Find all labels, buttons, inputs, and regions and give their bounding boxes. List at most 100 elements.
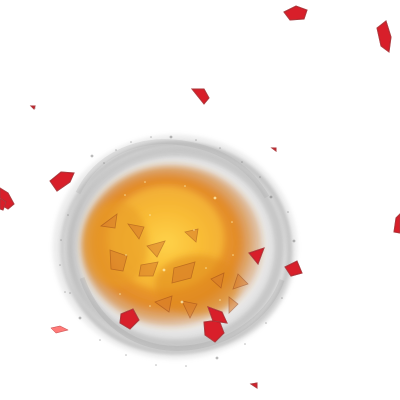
red-shard bbox=[284, 260, 303, 277]
spark-particle bbox=[162, 268, 166, 272]
red-shard-highlight bbox=[283, 5, 308, 21]
spark-particle bbox=[125, 254, 127, 256]
orange-fragment bbox=[99, 213, 118, 229]
red-shard-highlight bbox=[248, 247, 265, 265]
spark-particle bbox=[103, 162, 105, 164]
red-shard-shape bbox=[283, 5, 308, 21]
spark-particle bbox=[184, 185, 186, 187]
spark-particle bbox=[259, 176, 261, 178]
orange-fragment bbox=[138, 261, 159, 277]
spark-particle bbox=[155, 364, 157, 366]
spark-particle bbox=[269, 195, 273, 199]
spark-particle bbox=[180, 300, 184, 304]
orange-fragment bbox=[232, 273, 249, 290]
orange-fragment bbox=[184, 228, 199, 243]
red-shard-shape bbox=[0, 197, 7, 211]
spark-particle bbox=[150, 136, 152, 138]
orange-fragment bbox=[171, 261, 196, 284]
orange-fragments bbox=[99, 213, 249, 319]
spark-particle bbox=[124, 194, 126, 196]
spark-particle bbox=[292, 239, 296, 243]
orange-fragment bbox=[181, 300, 198, 319]
red-shard-shape bbox=[50, 325, 69, 334]
red-shard bbox=[29, 105, 36, 110]
red-shard-highlight bbox=[0, 197, 7, 211]
spark-particle bbox=[193, 229, 195, 231]
red-shard-shape bbox=[207, 306, 228, 324]
red-shard bbox=[283, 5, 308, 21]
spark-particle bbox=[231, 221, 233, 223]
red-shard-highlight bbox=[393, 213, 400, 234]
red-shard bbox=[49, 171, 75, 192]
spark-particle bbox=[67, 214, 69, 216]
red-shard-shape bbox=[376, 20, 392, 53]
red-shard-shape bbox=[249, 382, 258, 389]
red-shard-highlight bbox=[119, 308, 140, 330]
red-shard-highlight bbox=[270, 147, 277, 152]
spark-particle bbox=[69, 292, 71, 294]
orange-fragment bbox=[146, 240, 166, 258]
spark-particle bbox=[265, 322, 267, 324]
red-shard-shape bbox=[49, 171, 75, 192]
spark-particle bbox=[281, 297, 283, 299]
spark-particle bbox=[115, 149, 117, 151]
spark-particle bbox=[244, 343, 246, 345]
spark-particle bbox=[232, 254, 234, 256]
red-shard-highlight bbox=[30, 105, 36, 110]
red-shard-highlight bbox=[0, 187, 15, 210]
red-shard-highlight bbox=[50, 325, 70, 334]
red-shard-shape bbox=[393, 213, 400, 234]
spark-particle bbox=[205, 267, 207, 269]
red-shard-highlight bbox=[284, 260, 303, 277]
orange-fragment bbox=[154, 295, 173, 313]
orange-fragment bbox=[210, 272, 225, 289]
red-shard-shape bbox=[248, 247, 265, 265]
red-shard bbox=[270, 147, 277, 152]
red-shard bbox=[119, 308, 140, 330]
red-shard-highlight bbox=[191, 88, 210, 105]
spark-particle bbox=[213, 196, 217, 200]
spark-particle bbox=[64, 291, 66, 293]
red-shard bbox=[249, 382, 258, 389]
spark-particle bbox=[149, 305, 151, 307]
spark-particle bbox=[219, 147, 221, 149]
red-shard-shape bbox=[270, 147, 277, 152]
spark-particle bbox=[99, 339, 101, 341]
orange-fragment bbox=[109, 249, 128, 272]
spark-particle bbox=[59, 264, 61, 266]
red-shard bbox=[203, 319, 225, 343]
red-shard-highlight bbox=[49, 171, 75, 192]
spark-particle bbox=[119, 293, 121, 295]
red-shard-highlight bbox=[249, 382, 258, 389]
red-shard bbox=[190, 88, 210, 105]
spark-particle bbox=[241, 161, 243, 163]
spark-particle bbox=[60, 239, 62, 241]
red-shard-shape bbox=[119, 308, 140, 330]
red-shard-highlight bbox=[376, 20, 392, 53]
spark-particle bbox=[90, 154, 94, 158]
spark-particle bbox=[185, 365, 187, 367]
spark-particle bbox=[169, 135, 173, 139]
spark-particle bbox=[219, 299, 221, 301]
red-shard-shape bbox=[190, 88, 210, 105]
spark-particle bbox=[130, 141, 132, 143]
red-shard-shape bbox=[284, 260, 303, 277]
orange-fragment bbox=[228, 296, 239, 314]
orange-fragment bbox=[127, 223, 145, 240]
red-shard bbox=[207, 306, 228, 324]
spark-particle bbox=[144, 181, 146, 183]
spark-particles bbox=[34, 107, 296, 367]
spark-particle bbox=[125, 354, 127, 356]
red-shard bbox=[50, 325, 70, 334]
red-shard bbox=[393, 213, 400, 234]
spark-particle bbox=[149, 214, 151, 216]
red-shard-highlight bbox=[207, 306, 228, 324]
red-shards bbox=[0, 5, 400, 389]
red-shard-shape bbox=[29, 105, 36, 110]
spark-particle bbox=[287, 211, 289, 213]
red-shard bbox=[0, 197, 7, 211]
spark-particle bbox=[78, 316, 82, 320]
red-shard bbox=[248, 247, 265, 265]
